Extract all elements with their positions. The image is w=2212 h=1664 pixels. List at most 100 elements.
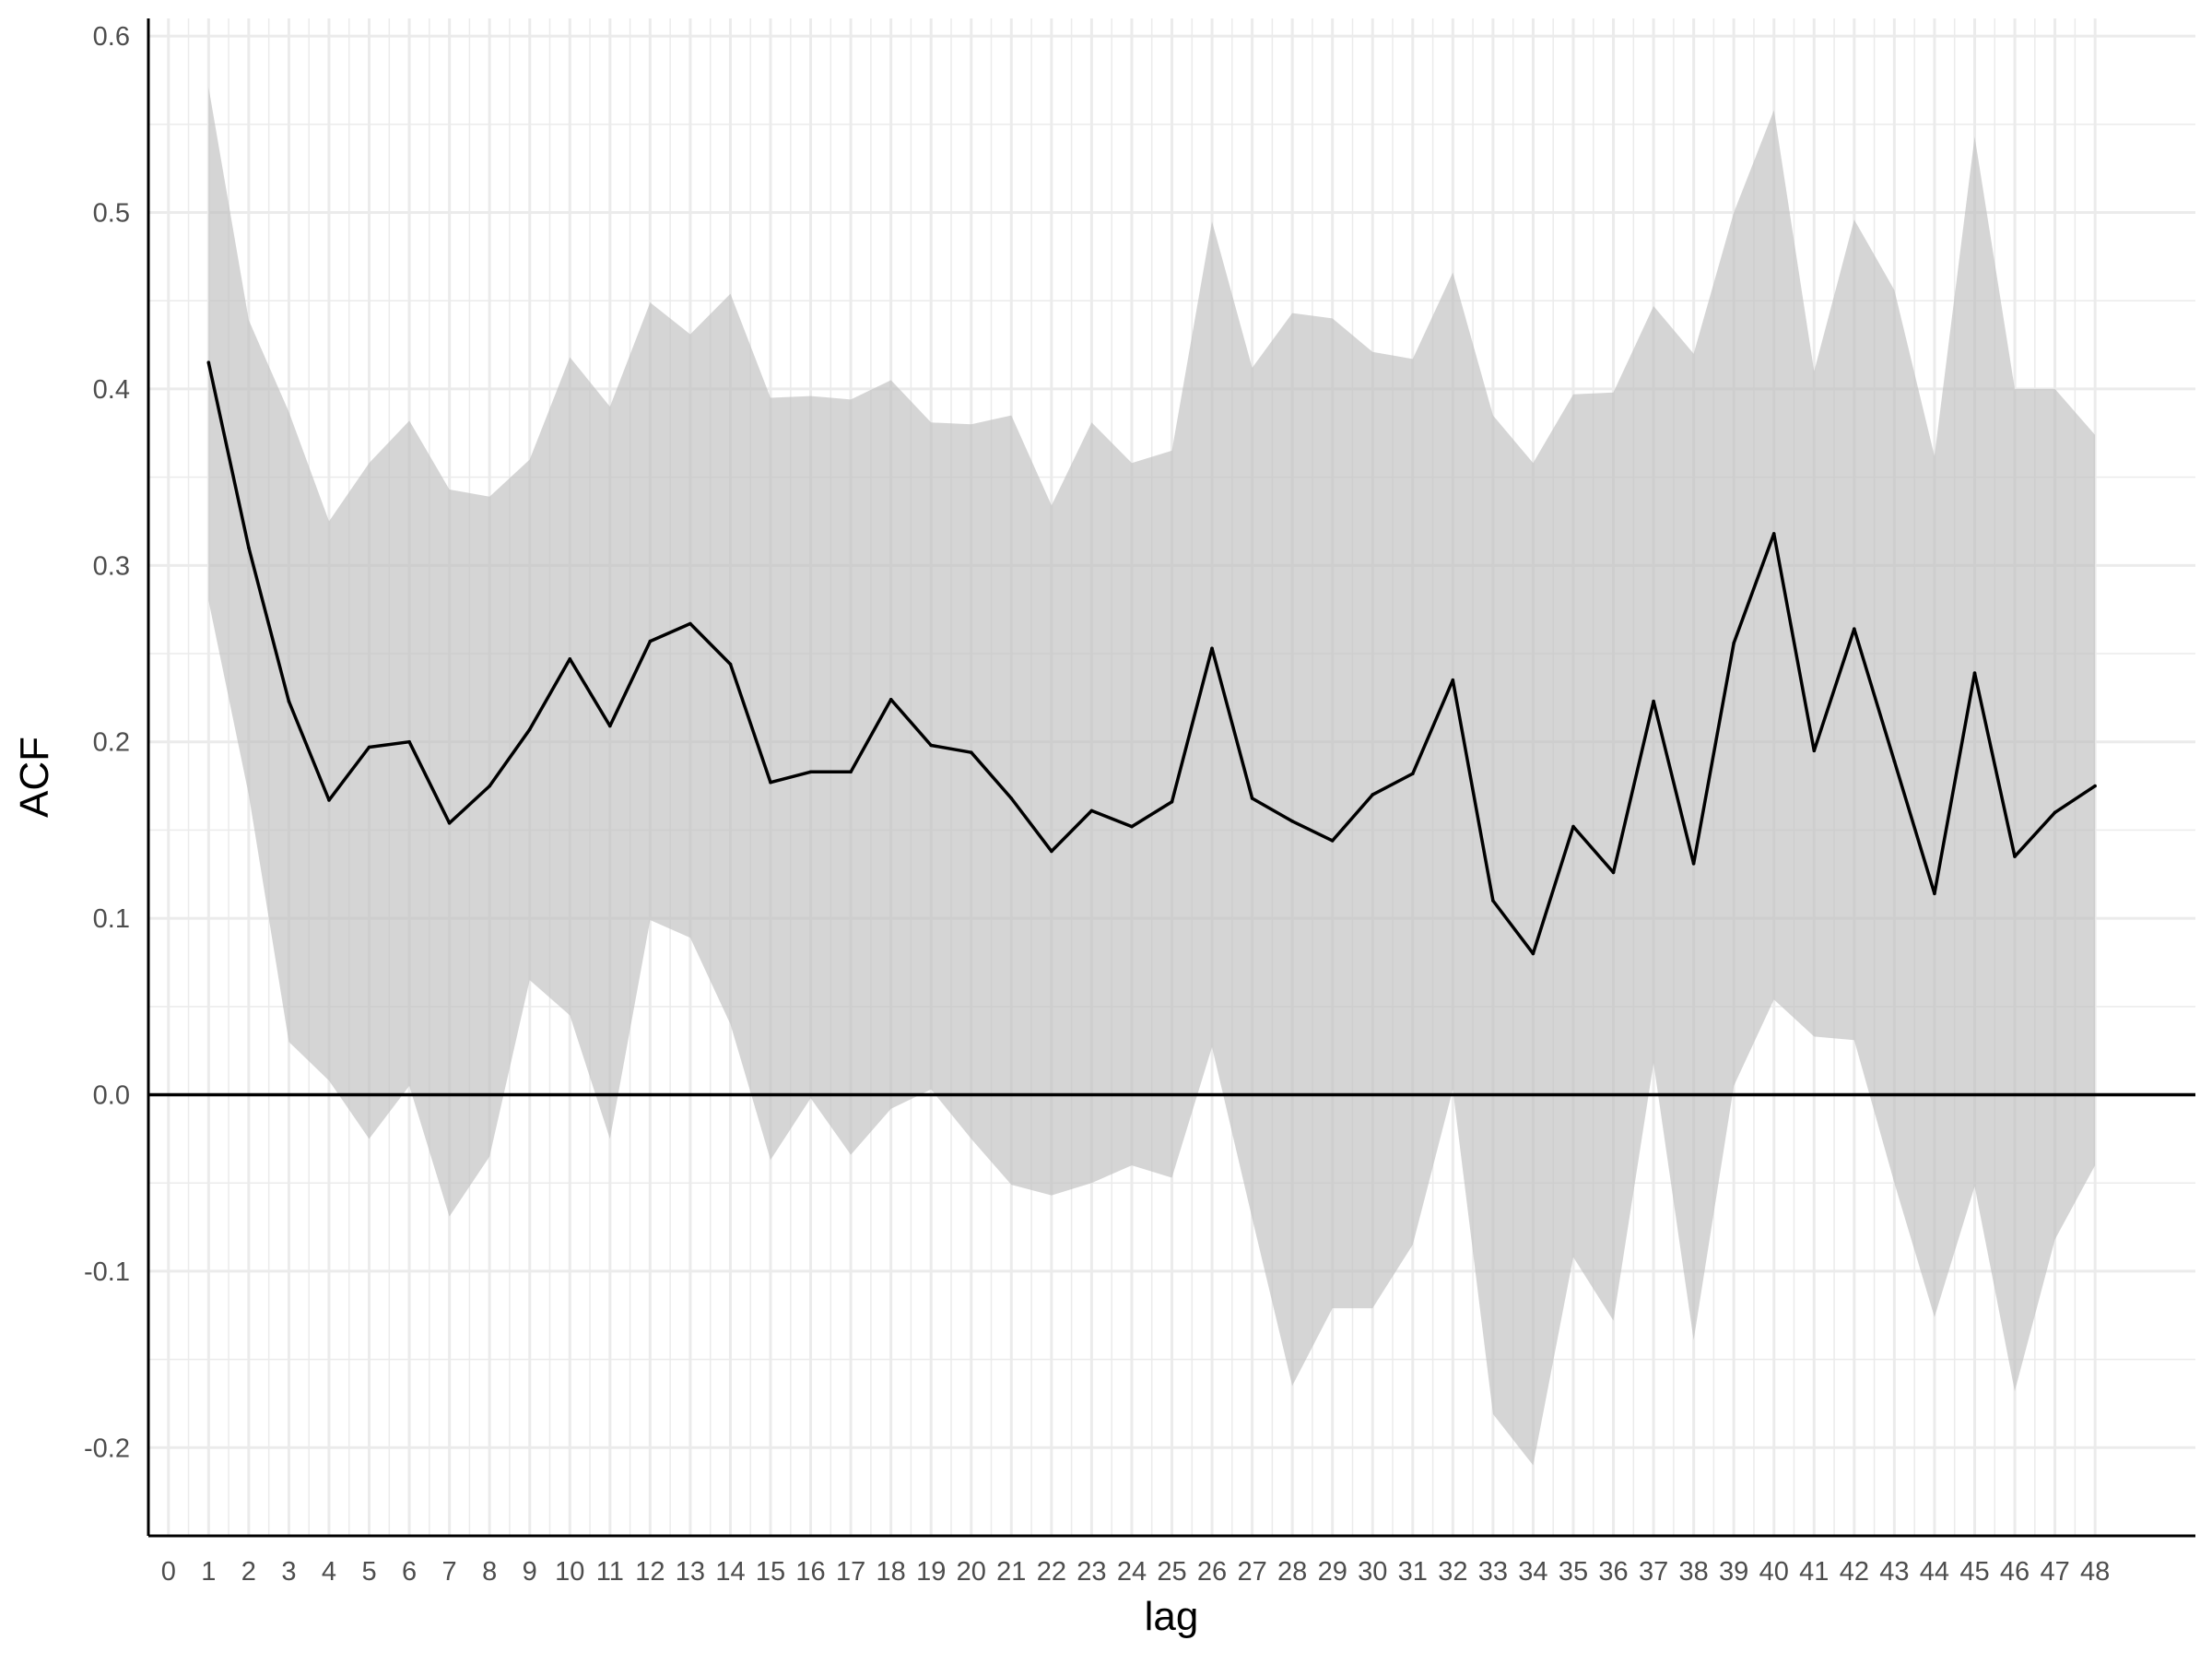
y-tick-label: 0.6: [93, 22, 130, 52]
acf-point: [1611, 870, 1616, 875]
x-tick-label: 15: [756, 1557, 785, 1587]
x-tick-label: 19: [916, 1557, 946, 1587]
acf-line: [206, 361, 2097, 956]
x-tick-label: 39: [1719, 1557, 1748, 1587]
acf-point: [888, 698, 893, 702]
x-tick-label: 43: [1879, 1557, 1909, 1587]
acf-point: [287, 699, 291, 703]
x-tick-label: 29: [1318, 1557, 1347, 1587]
acf-point: [1411, 772, 1415, 775]
x-tick-label: 9: [523, 1557, 537, 1587]
x-tick-label: 24: [1117, 1557, 1147, 1587]
x-tick-label: 25: [1157, 1557, 1186, 1587]
x-tick-label: 3: [281, 1557, 296, 1587]
x-tick-label: 41: [1799, 1557, 1829, 1587]
y-tick-label: 0.5: [93, 199, 130, 229]
x-tick-label: 26: [1197, 1557, 1227, 1587]
acf-point: [247, 546, 251, 549]
x-tick-label: 31: [1398, 1557, 1428, 1587]
x-tick-label: 28: [1277, 1557, 1307, 1587]
x-tick-label: 40: [1759, 1557, 1789, 1587]
acf-point: [2053, 810, 2057, 815]
y-tick-label: -0.2: [84, 1434, 130, 1463]
y-tick-label: 0.1: [93, 904, 130, 934]
x-tick-label: 36: [1598, 1557, 1628, 1587]
acf-point: [1812, 749, 1817, 753]
x-tick-label: 16: [795, 1557, 825, 1587]
acf-point: [1571, 824, 1575, 829]
acf-point: [1371, 793, 1374, 797]
x-tick-label: 1: [201, 1557, 216, 1587]
x-tick-label: 35: [1559, 1557, 1588, 1587]
acf-point: [728, 662, 733, 667]
acf-point: [769, 780, 772, 785]
x-tick-label: 4: [322, 1557, 336, 1587]
x-axis-title: lag: [1145, 1594, 1199, 1639]
x-tick-label: 20: [957, 1557, 986, 1587]
acf-point: [1531, 951, 1535, 956]
y-tick-label: 0.0: [93, 1081, 130, 1111]
acf-point: [327, 798, 331, 802]
x-tick-label: 42: [1840, 1557, 1869, 1587]
x-tick-label: 46: [2000, 1557, 2030, 1587]
x-tick-label: 11: [596, 1557, 624, 1587]
acf-point: [447, 821, 452, 825]
acf-point: [1009, 797, 1014, 800]
x-tick-label: 7: [442, 1557, 457, 1587]
acf-point: [929, 743, 933, 748]
acf-point: [1771, 532, 1776, 536]
acf-point: [1250, 797, 1254, 800]
x-tick-label: 17: [836, 1557, 865, 1587]
x-tick-label: 30: [1358, 1557, 1387, 1587]
acf-point: [648, 639, 653, 643]
x-tick-label: 0: [161, 1557, 176, 1587]
confidence-band: [208, 87, 2096, 1466]
y-axis-ticks: -0.2 -0.1 0.0 0.1 0.2 0.3 0.4 0.5 0.6: [84, 22, 130, 1463]
x-tick-label: 37: [1639, 1557, 1668, 1587]
acf-point: [1853, 627, 1856, 631]
acf-point: [1892, 760, 1897, 763]
acf-point: [1691, 862, 1696, 866]
acf-point: [1210, 646, 1214, 651]
x-tick-label: 32: [1438, 1557, 1467, 1587]
acf-point: [970, 750, 973, 754]
x-tick-label: 23: [1077, 1557, 1106, 1587]
acf-point: [2093, 784, 2097, 788]
acf-point: [1089, 808, 1094, 813]
x-tick-label: 34: [1518, 1557, 1547, 1587]
acf-point: [2013, 855, 2017, 858]
x-tick-label: 33: [1478, 1557, 1508, 1587]
y-tick-label: -0.1: [84, 1257, 130, 1287]
acf-point: [488, 784, 491, 788]
acf-point: [1972, 671, 1977, 675]
x-tick-label: 27: [1237, 1557, 1266, 1587]
acf-point: [527, 727, 532, 732]
x-tick-label: 21: [996, 1557, 1026, 1587]
acf-point: [1330, 839, 1335, 843]
x-tick-label: 8: [482, 1557, 497, 1587]
x-tick-label: 38: [1679, 1557, 1709, 1587]
acf-point: [849, 770, 853, 774]
x-tick-label: 12: [635, 1557, 665, 1587]
x-tick-label: 48: [2080, 1557, 2110, 1587]
x-tick-label: 10: [555, 1557, 584, 1587]
acf-point: [407, 739, 411, 744]
acf-point: [1491, 899, 1495, 903]
acf-point: [1050, 849, 1053, 854]
acf-point: [1451, 678, 1455, 682]
y-axis-title: ACF: [12, 737, 57, 818]
x-tick-label: 2: [241, 1557, 256, 1587]
acf-series: [206, 360, 2097, 956]
y-tick-label: 0.4: [93, 375, 130, 405]
x-tick-label: 22: [1037, 1557, 1066, 1587]
x-tick-label: 6: [402, 1557, 417, 1587]
confidence-ribbon: [208, 87, 2096, 1466]
x-tick-label: 14: [715, 1557, 745, 1587]
acf-point: [1652, 699, 1655, 703]
x-tick-label: 18: [877, 1557, 906, 1587]
acf-point: [1170, 800, 1174, 804]
acf-point: [688, 621, 692, 626]
x-tick-label: 45: [1959, 1557, 1989, 1587]
